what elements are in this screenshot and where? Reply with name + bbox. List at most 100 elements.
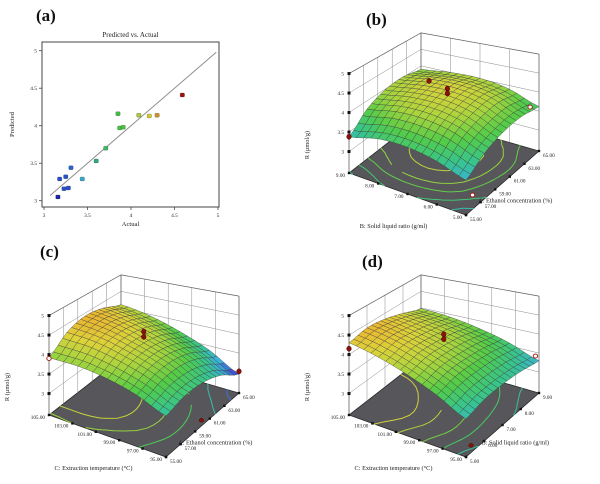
- y-tick-label: 105.00: [331, 415, 346, 421]
- design-point-above: [426, 78, 432, 84]
- z-tick-label: 3.5: [38, 372, 45, 378]
- x-tick-label: 61.00: [214, 421, 226, 427]
- design-point-above: [141, 334, 147, 340]
- x-tick-label: 57.00: [485, 204, 497, 210]
- design-point-above: [441, 331, 447, 338]
- design-point-above: [444, 85, 450, 92]
- data-point: [61, 186, 67, 191]
- x-tick-label: 61.00: [514, 179, 526, 185]
- y-axis-label: Predicted: [9, 111, 16, 137]
- z-tick-label: 3.5: [338, 372, 345, 378]
- y-tick-label: 3.5: [30, 161, 37, 167]
- y-tick-label: 97.00: [427, 449, 439, 455]
- design-point-below: [527, 104, 533, 110]
- y-tick-label: 7.00: [394, 194, 403, 200]
- x-tick-label: 57.00: [185, 446, 197, 452]
- data-point: [115, 111, 121, 116]
- y-axis-label: B: Solid liquid ratio (g/ml): [360, 223, 428, 230]
- x-tick-label: 65.00: [543, 153, 555, 159]
- panel-a-label: (a): [36, 6, 56, 25]
- design-point-below: [469, 192, 476, 198]
- design-point-above: [346, 345, 352, 352]
- z-tick-label: 5: [341, 314, 344, 320]
- y-tick-label: 103.00: [54, 423, 69, 429]
- data-point: [55, 194, 61, 200]
- panel-c: (c) 3 3.5 4 4.5 5 R (µmol/g) 95.00 97.00 99.00 10…: [0, 242, 300, 484]
- scatter-plot: Predicted vs. Actual 3 3.5 4 4.5 5 3 3.5 4 4.5 5 Ac…: [9, 31, 220, 228]
- panel-d: (d) 3 3.5 4 4.5 5 R (µmol/g) 95.00 97.00 99.00 10…: [300, 242, 600, 484]
- z-axis-label: R (µmol/g): [304, 373, 311, 401]
- y-tick-label: 4.5: [30, 86, 37, 92]
- y-tick-label: 101.00: [78, 432, 93, 438]
- x-tick-label: 55.00: [470, 217, 482, 223]
- z-tick-label: 4: [341, 111, 344, 117]
- y-tick-label: 99.00: [404, 440, 416, 446]
- x-tick-label: 4: [130, 213, 133, 219]
- x-tick-label: 6.00: [488, 443, 497, 449]
- data-point: [179, 92, 185, 98]
- y-tick-label: 99.00: [104, 440, 116, 446]
- predicted-vs-actual-chart: Predicted vs. Actual 3 3.5 4 4.5 5 3 3.5 4 4.5 5 Ac…: [9, 31, 220, 228]
- panel-b: (b) 3 3.5 4 4.5 5 R (µmol/g) 5.00 6.00 7.00 8.00 9…: [300, 0, 600, 242]
- x-tick-label: 63.00: [528, 166, 540, 172]
- x-tick-label: 59.00: [499, 191, 511, 197]
- z-tick-label: 4: [341, 353, 344, 359]
- surface-plot: 3 3.5 4 4.5 5 R (µmol/g) 95.00 97.00 99.00 101.00…: [304, 274, 552, 472]
- x-axis-label: B: Solid liquid ratio (g/ml): [481, 439, 549, 446]
- z-axis-label: R (µmol/g): [304, 131, 311, 159]
- surface-ethanol-vs-ratio-chart: 3 3.5 4 4.5 5 R (µmol/g) 5.00 6.00 7.00 8.00 9.00 5…: [304, 32, 555, 230]
- design-point-below: [46, 355, 52, 361]
- y-tick-label: 101.00: [378, 432, 393, 438]
- data-point: [120, 124, 126, 130]
- x-tick-label: 65.00: [243, 395, 255, 401]
- z-axis-label: R (µmol/g): [4, 373, 11, 401]
- z-tick-label: 4.5: [38, 333, 45, 339]
- y-tick-label: 4: [34, 124, 37, 130]
- design-point-above: [346, 133, 352, 140]
- design-point-above: [236, 368, 242, 375]
- design-points: [346, 78, 533, 198]
- chart-title: Predicted vs. Actual: [102, 31, 158, 39]
- y-tick-label: 5: [34, 49, 37, 55]
- z-tick-label: 4.5: [338, 91, 345, 97]
- panel-a: (a) Predicted vs. Actual 3 3.5 4 4.5 5 3 3.5 4 4.…: [0, 0, 300, 242]
- x-tick-label: 5.00: [470, 459, 479, 465]
- data-point: [65, 185, 71, 191]
- y-tick-label: 6.00: [424, 205, 433, 211]
- x-tick-label: 7.00: [507, 427, 516, 433]
- data-point: [136, 112, 142, 118]
- design-point-above: [468, 443, 474, 448]
- data-point: [63, 174, 69, 179]
- data-point: [57, 176, 63, 182]
- x-tick-label: 63.00: [228, 408, 240, 414]
- panel-d-label: (d): [362, 252, 383, 271]
- x-tick-label: 59.00: [199, 433, 211, 439]
- design-points: [346, 331, 539, 448]
- x-tick-label: 3: [43, 213, 46, 219]
- x-tick-label: 5: [217, 213, 220, 219]
- surface-temperature-vs-ethanol-chart: 3 3.5 4 4.5 5 R (µmol/g) 95.00 97.00 99.00 101.00…: [4, 274, 255, 472]
- design-point-below: [532, 353, 539, 359]
- z-tick-label: 3: [341, 392, 344, 398]
- surface-temperature-vs-ratio-chart: 3 3.5 4 4.5 5 R (µmol/g) 95.00 97.00 99.00 101.00…: [304, 274, 552, 472]
- y-axis-label: C: Extraction temperature (°C): [355, 465, 433, 472]
- x-axis-label: Actual: [122, 221, 140, 228]
- x-axis-label: A: Ethanol concentration (%): [478, 197, 552, 204]
- design-point-above: [444, 90, 450, 97]
- surface-plot: 3 3.5 4 4.5 5 R (µmol/g) 5.00 6.00 7.00 8.00 9.00 5…: [304, 32, 555, 230]
- design-points: [46, 328, 242, 423]
- data-point: [93, 158, 99, 164]
- surface-plot: 3 3.5 4 4.5 5 R (µmol/g) 95.00 97.00 99.00 101.00…: [4, 274, 255, 472]
- design-point-above: [198, 418, 204, 423]
- data-point: [146, 113, 152, 119]
- y-tick-label: 95.00: [450, 457, 462, 463]
- z-tick-label: 5: [41, 314, 44, 320]
- y-tick-label: 97.00: [127, 449, 139, 455]
- surface-mesh: [348, 68, 540, 181]
- data-point: [79, 176, 85, 182]
- design-point-above: [441, 336, 447, 343]
- z-tick-label: 3.5: [338, 130, 345, 136]
- z-tick-label: 4.5: [338, 333, 345, 339]
- x-tick-label: 4.5: [171, 213, 178, 219]
- z-tick-label: 3: [41, 392, 44, 398]
